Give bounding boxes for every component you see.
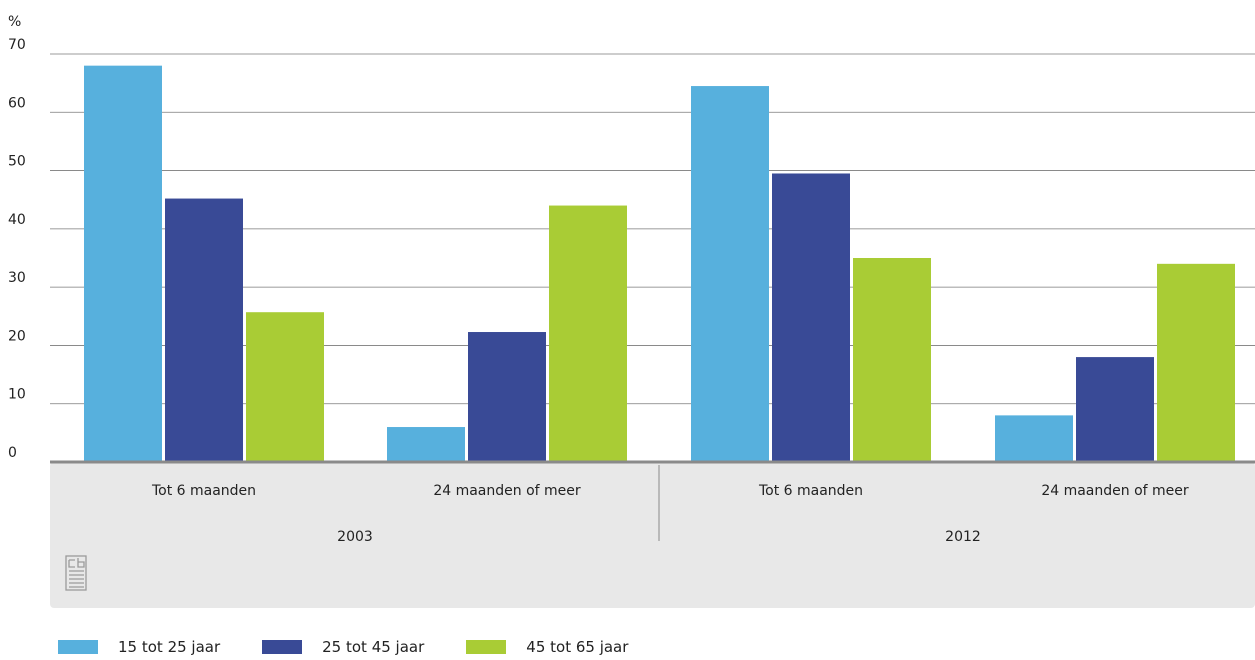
bar [84,65,162,463]
y-tick-label: 0 [8,445,17,461]
cbs-logo [65,555,87,591]
x-axis-labels: Tot 6 maanden 24 maanden of meer Tot 6 maa… [151,483,1189,545]
gridlines [50,53,1255,405]
bar [387,427,465,462]
legend-item-45-65: 45 tot 65 jaar [466,638,628,656]
bar [1157,263,1235,462]
y-tick-label: 20 [8,328,26,344]
legend-item-25-45: 25 tot 45 jaar [262,638,424,656]
x-category-label: Tot 6 maanden [758,483,863,499]
y-tick-label: 30 [8,270,26,286]
bar [468,332,546,462]
bars [84,65,1235,463]
bar [246,312,324,462]
legend-item-15-25: 15 tot 25 jaar [58,638,220,656]
y-tick-label: 70 [8,37,26,53]
bar-chart: % 0 10 20 30 40 50 60 70 Tot 6 maanden 24 maande… [8,14,1255,608]
y-tick-label: 60 [8,95,26,111]
bar [549,205,627,463]
bar [853,258,931,462]
bar [772,173,850,462]
legend-swatch [466,640,507,654]
y-tick-label: 50 [8,154,26,170]
bar [165,198,243,462]
legend-label: 15 tot 25 jaar [118,638,221,656]
bar [995,415,1073,462]
x-category-label: Tot 6 maanden [151,483,256,499]
x-category-label: 24 maanden of meer [433,483,581,499]
y-unit-label: % [8,14,21,30]
y-tick-label: 40 [8,212,26,228]
category-panel [50,462,1255,608]
legend-swatch [262,640,303,654]
x-category-label: 24 maanden of meer [1041,483,1189,499]
legend-label: 45 tot 65 jaar [526,638,629,656]
x-group-label: 2012 [945,529,981,545]
bar [1076,357,1154,462]
legend: 15 tot 25 jaar 25 tot 45 jaar 45 tot 65 … [58,638,670,656]
bar [691,86,769,463]
x-group-label: 2003 [337,529,373,545]
y-tick-label: 10 [8,387,26,403]
legend-label: 25 tot 45 jaar [322,638,425,656]
y-axis: % 0 10 20 30 40 50 60 70 [8,14,26,461]
legend-swatch [58,640,98,654]
